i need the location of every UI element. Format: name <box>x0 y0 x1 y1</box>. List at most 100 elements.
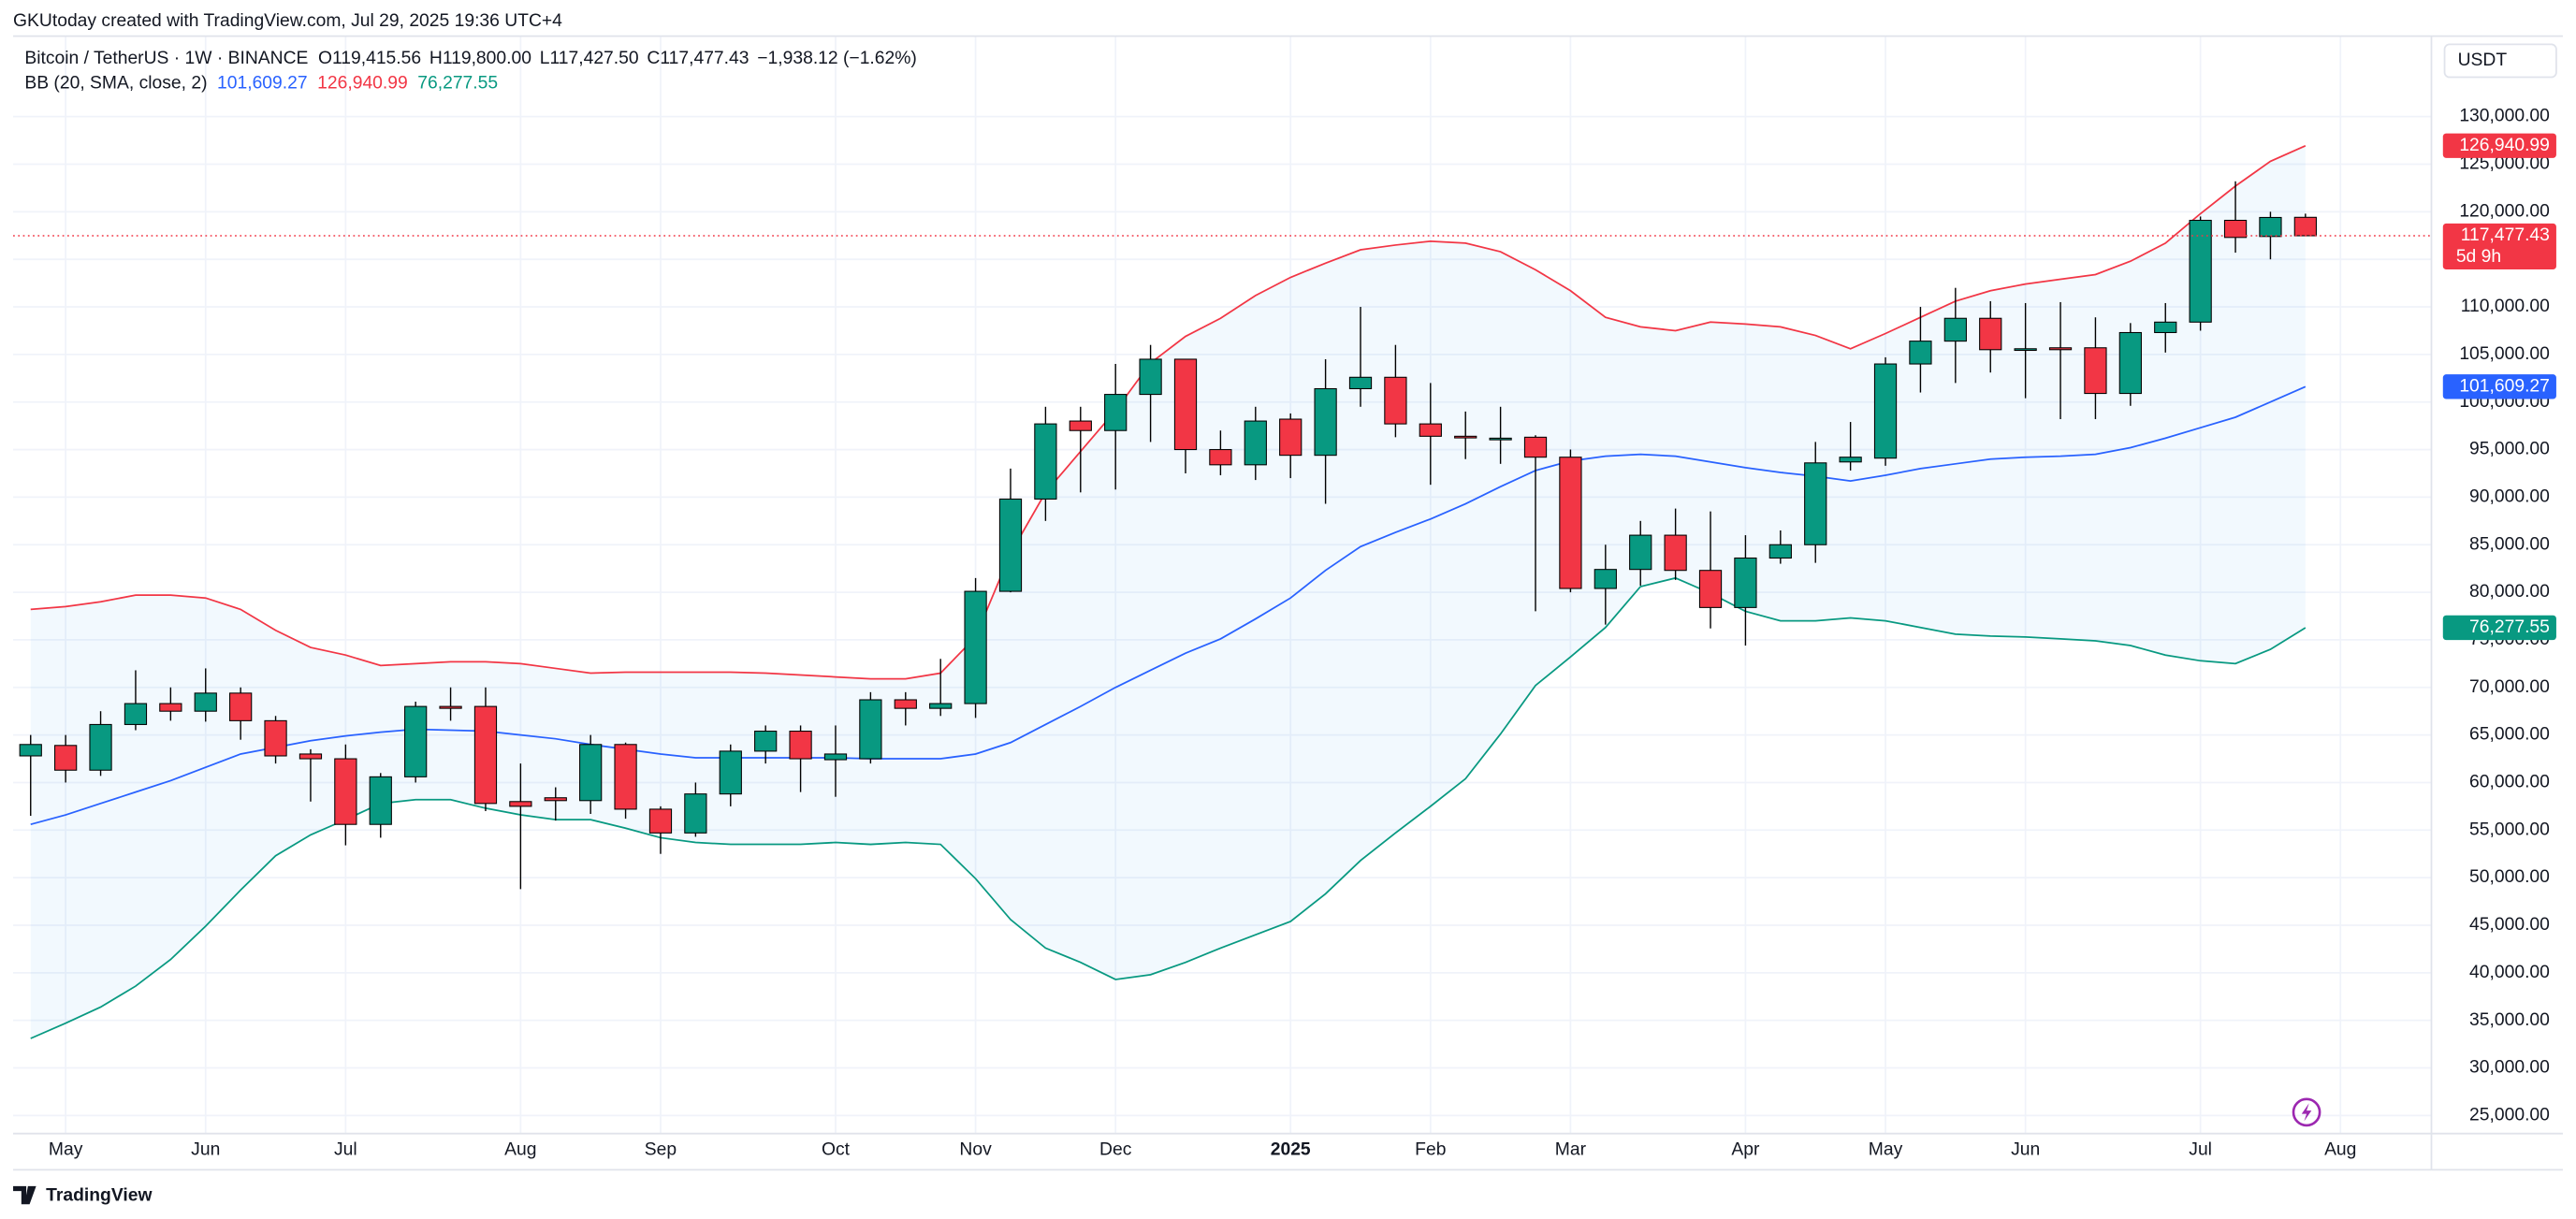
price-badge-label: 126,940.99 <box>2459 136 2550 155</box>
indicator-basis: 101,609.27 <box>217 74 308 94</box>
y-tick-label: 110,000.00 <box>2461 297 2550 316</box>
candle-body <box>404 705 428 777</box>
x-tick-label: Sep <box>645 1139 677 1159</box>
candle-body <box>1384 376 1407 425</box>
y-tick-label: 105,000.00 <box>2459 344 2550 364</box>
candle-body <box>1804 462 1827 545</box>
y-tick-label: 25,000.00 <box>2469 1105 2550 1125</box>
candle-body <box>1034 423 1057 500</box>
currency[interactable]: USDT <box>2458 51 2508 70</box>
candle-body <box>823 753 848 761</box>
x-tick-label: Apr <box>1731 1139 1760 1159</box>
candle-body <box>2259 216 2282 238</box>
price-badge <box>2442 374 2556 399</box>
plot <box>13 144 2432 1039</box>
ohlc-close: C117,477.43 <box>647 49 749 68</box>
y-tick-label: 90,000.00 <box>2469 486 2550 506</box>
candle-body <box>1629 534 1652 571</box>
band-line <box>30 576 2307 1039</box>
band-fill <box>30 145 2306 1038</box>
price-badge-countdown: 5d 9h <box>2456 247 2501 267</box>
y-tick-label: 60,000.00 <box>2469 773 2550 792</box>
x-tick-label: Aug <box>504 1139 536 1159</box>
candle-body <box>473 705 498 805</box>
candle-body <box>1244 420 1267 466</box>
candle-body <box>789 731 812 760</box>
candle-body <box>1873 363 1898 459</box>
symbol-legend: Bitcoin / TetherUS · 1W · BINANCE O119,41… <box>24 49 917 68</box>
candle-body <box>1698 570 1723 608</box>
chart-title: GKUtoday created with TradingView.com, J… <box>13 11 562 31</box>
candle-body <box>229 692 253 721</box>
y-tick-label: 130,000.00 <box>2459 107 2550 126</box>
y-tick-label: 85,000.00 <box>2469 534 2550 554</box>
y-tick-label: 125,000.00 <box>2459 154 2550 174</box>
candle-body <box>1664 534 1687 572</box>
lightning-bolt[interactable] <box>2301 1103 2312 1122</box>
ohlc-high: H119,800.00 <box>429 49 531 68</box>
candle-body <box>124 703 148 725</box>
indicator-upper: 126,940.99 <box>317 74 408 94</box>
currency-box[interactable] <box>2443 43 2557 79</box>
candle-body <box>1594 569 1617 589</box>
candle-body <box>1768 544 1792 559</box>
lightning-circle[interactable] <box>2292 1097 2321 1127</box>
candle-body <box>369 776 392 825</box>
candle-body <box>1454 435 1477 439</box>
candle-body <box>1979 317 2002 351</box>
y-tick-label: 55,000.00 <box>2469 820 2550 839</box>
candle-body <box>54 745 78 771</box>
ohlc-open: O119,415.56 <box>318 49 421 68</box>
y-tick-label: 45,000.00 <box>2469 915 2550 935</box>
lightning-icon[interactable] <box>2292 1097 2321 1127</box>
candle-body <box>1839 457 1862 463</box>
price-badge <box>2442 133 2556 158</box>
x-tick-label: Aug <box>2324 1139 2356 1159</box>
candle-body <box>754 731 778 752</box>
candle-body <box>2014 348 2037 352</box>
x-tick-label: May <box>49 1139 83 1159</box>
candle-body <box>929 703 953 709</box>
candle-body <box>1523 436 1548 458</box>
indicator-legend: BB (20, SMA, close, 2) 101,609.27 126,940.… <box>24 74 498 94</box>
ohlc-low: L117,427.50 <box>540 49 639 68</box>
x-tick-label: Dec <box>1099 1139 1132 1159</box>
candle-body <box>1348 376 1373 390</box>
symbol: Bitcoin / TetherUS · 1W · BINANCE <box>24 49 308 68</box>
band-line <box>30 144 2307 680</box>
candle-body <box>2084 347 2107 395</box>
y-tick-label: 50,000.00 <box>2469 867 2550 887</box>
price-badge-label: 101,609.27 <box>2459 376 2550 396</box>
candle-body <box>264 719 287 757</box>
candle-body <box>1173 358 1198 451</box>
x-tick-label: Oct <box>822 1139 851 1159</box>
price-badge-label: 117,477.43 <box>2461 225 2550 245</box>
candle-body <box>2223 219 2248 239</box>
candle-body <box>1209 449 1232 466</box>
candle-body <box>859 699 882 760</box>
y-tick-label: 40,000.00 <box>2469 963 2550 982</box>
candle-body <box>194 692 217 712</box>
candle-body <box>439 705 462 709</box>
logo-mark <box>13 1185 36 1205</box>
footer-brand: TradingView <box>46 1186 153 1206</box>
candle-body <box>2293 216 2317 237</box>
candle-body <box>1943 317 1967 342</box>
y-tick-label: 70,000.00 <box>2469 677 2550 697</box>
x-tick-label: 2025 <box>1271 1139 1311 1159</box>
candle-body <box>1279 418 1303 457</box>
candle-body <box>2189 219 2212 323</box>
x-tick-label: Jul <box>2189 1139 2212 1159</box>
candle-body <box>648 808 673 834</box>
candle-body <box>998 498 1023 592</box>
candle-body <box>2118 331 2142 395</box>
candle-body <box>964 590 987 704</box>
candle-body <box>1559 457 1582 589</box>
x-tick-label: Feb <box>1415 1139 1446 1159</box>
candle-body <box>298 753 323 760</box>
candle-body <box>2154 321 2177 334</box>
candle-body <box>1489 437 1512 441</box>
